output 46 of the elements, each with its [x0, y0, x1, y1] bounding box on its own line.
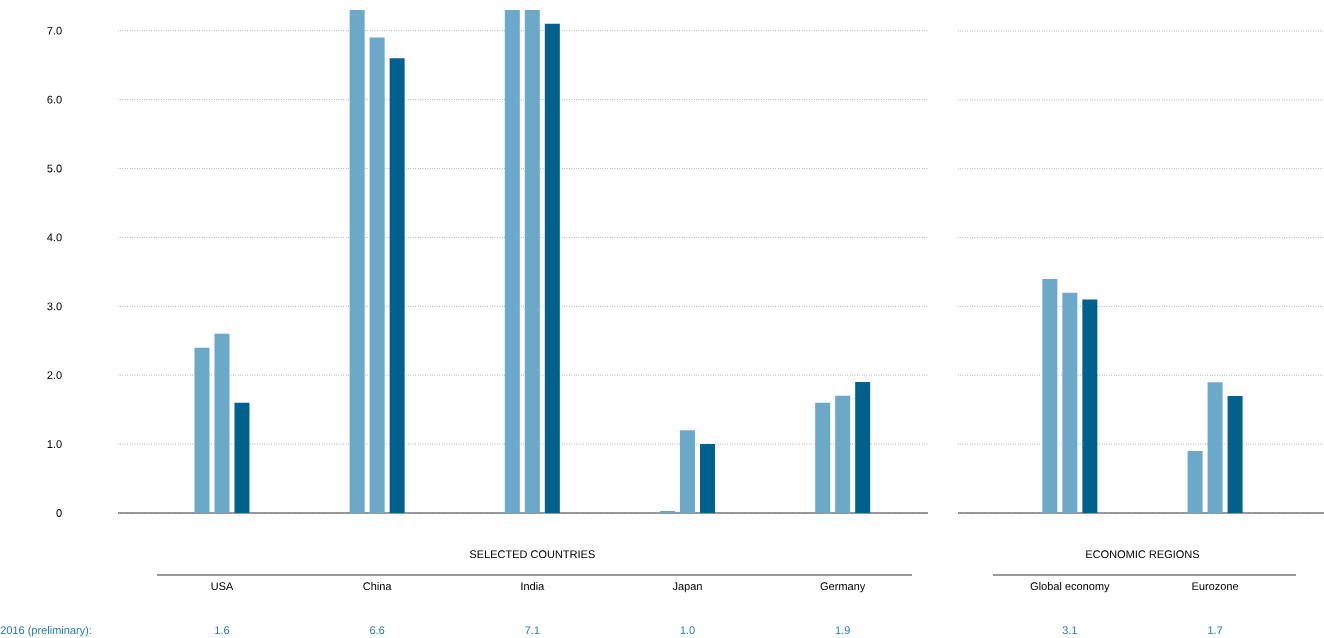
- y-tick-label: 3.0: [47, 302, 62, 311]
- bar: [1062, 292, 1078, 513]
- bar: [1042, 278, 1058, 513]
- bar: [815, 402, 831, 513]
- data-label: 1.7: [1208, 626, 1223, 634]
- x-tick-label: Global economy: [1030, 582, 1110, 593]
- bar: [234, 402, 250, 513]
- data-label: 1.9: [835, 626, 850, 635]
- x-tick-label: USA: [211, 582, 234, 591]
- x-tick-label: India: [521, 582, 545, 591]
- bar: [700, 444, 715, 513]
- text: 2016 (preliminary):: [0, 626, 91, 637]
- y-tick-label: 0: [56, 509, 62, 517]
- y-tick-label: 6.0: [47, 95, 62, 104]
- data-label: 1.6: [215, 626, 230, 635]
- y-tick-label: 2.0: [47, 371, 62, 380]
- data-label: 6.6: [370, 626, 385, 635]
- data-label: 1.0: [680, 626, 695, 635]
- x-axis-title: SELECTED COUNTRIES: [469, 550, 595, 559]
- x-tick-label: Germany: [820, 582, 866, 593]
- bar: [855, 382, 871, 513]
- bar: [1082, 299, 1098, 513]
- bar: [389, 58, 405, 513]
- bar: [349, 10, 365, 513]
- x-tick-label: Japan: [672, 582, 702, 593]
- bar: [504, 10, 520, 513]
- bar: [680, 430, 695, 513]
- bar: [1187, 451, 1203, 513]
- x-axis-title: ECONOMIC REGIONS: [1086, 550, 1200, 559]
- bar: [214, 333, 230, 513]
- y-tick-label: 7.0: [47, 26, 62, 35]
- bar: [544, 23, 560, 513]
- bar: [1227, 395, 1243, 513]
- bar: [1207, 382, 1223, 513]
- y-tick-label: 1.0: [47, 440, 62, 448]
- bar: [369, 37, 385, 513]
- x-tick-label: China: [363, 582, 392, 591]
- data-label: 7.1: [525, 626, 540, 634]
- y-tick-label: 4.0: [47, 233, 62, 242]
- bar: [524, 10, 540, 513]
- y-tick-label: 5.0: [47, 164, 62, 173]
- data-label: 3.1: [1062, 626, 1077, 635]
- bar: [835, 395, 851, 513]
- bar: [194, 347, 210, 513]
- bar: [659, 510, 675, 513]
- x-tick-label: Eurozone: [1192, 582, 1239, 591]
